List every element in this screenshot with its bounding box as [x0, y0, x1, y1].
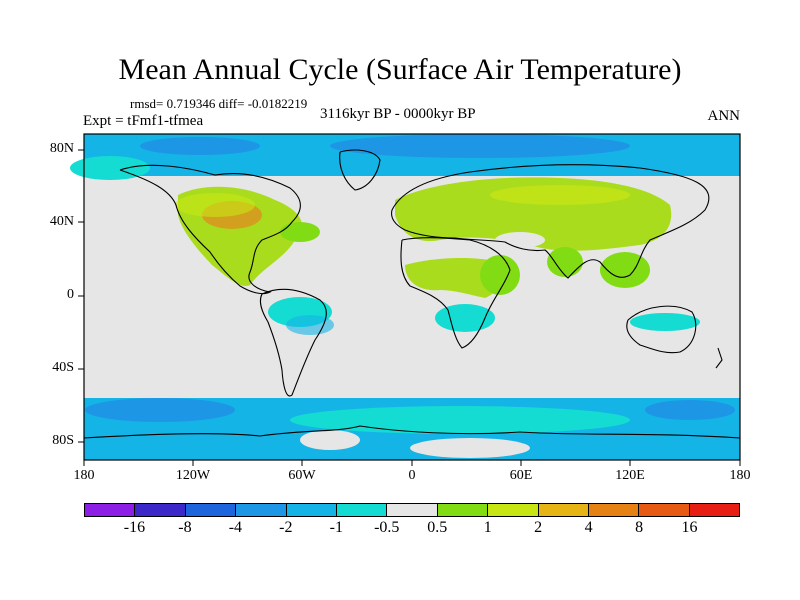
colorbar-swatch: [538, 504, 589, 516]
colorbar-label: -2: [279, 519, 293, 536]
coast-north-america: [119, 164, 301, 295]
india-warm: [547, 247, 583, 277]
coastlines: [83, 149, 741, 439]
colorbar-label: 0.5: [427, 519, 448, 536]
colorbar-swatch: [639, 504, 690, 516]
colorbar-label: -0.5: [374, 519, 400, 536]
australia-teal: [630, 313, 700, 331]
colorbar-label: -4: [228, 519, 243, 536]
africa-warm: [405, 258, 505, 298]
coast-africa: [400, 237, 511, 349]
statistics-label: rmsd= 0.719346 diff= -0.0182219: [130, 96, 308, 111]
lat-label-80s: 80S: [52, 433, 74, 448]
colorbar-label: -1: [329, 519, 343, 536]
lon-label-180-left: 180: [73, 468, 95, 483]
colorbar-swatch: [135, 504, 186, 516]
southeast-asia-warm: [600, 252, 650, 288]
colorbar-label: 2: [534, 519, 543, 536]
south-atlantic-teal: [286, 315, 334, 335]
north-america-mild: [175, 193, 255, 217]
colorbar-label: -8: [178, 519, 192, 536]
colorbar-label: 8: [635, 519, 644, 536]
eurasia-mild: [490, 185, 630, 205]
mediterranean-gray: [495, 232, 545, 248]
lon-label-60w: 60W: [288, 468, 316, 483]
colorbar-label: 1: [483, 519, 492, 536]
arctic-cold-core: [330, 134, 630, 158]
colorbar-label: 4: [584, 519, 593, 536]
period-label: 3116kyr BP - 0000kyr BP: [320, 106, 476, 122]
antarctic-gray-1: [300, 430, 360, 450]
lon-label-0: 0: [408, 468, 416, 483]
lon-label-120w: 120W: [175, 468, 211, 483]
colorbar-swatch: [236, 504, 287, 516]
colorbar-label: 16: [681, 519, 698, 536]
map-title: Mean Annual Cycle (Surface Air Temperatu…: [118, 53, 682, 86]
lat-label-0: 0: [67, 287, 74, 302]
coast-new-zealand: [715, 347, 723, 369]
southern-teal: [290, 406, 630, 434]
colorbar-swatch: [185, 504, 237, 516]
colorbar-swatch: [488, 504, 539, 516]
lat-label-80n: 80N: [49, 141, 74, 156]
arctic-cold-core-2: [140, 137, 260, 155]
southern-africa-teal: [435, 304, 495, 332]
colorbar-label: -16: [123, 519, 146, 536]
season-label: ANN: [707, 108, 741, 124]
lon-label-60e: 60E: [509, 468, 533, 483]
experiment-label: Expt = tFmf1-tfmea: [83, 113, 204, 129]
colorbar-swatch: [437, 504, 489, 516]
antarctic-gray-2: [410, 438, 530, 458]
lon-label-180-right: 180: [729, 468, 751, 483]
coast-antarctica: [83, 425, 741, 439]
coast-south-america: [259, 288, 327, 397]
atlantic-warm-tongue: [280, 222, 320, 242]
colorbar: [84, 503, 740, 517]
coast-greenland: [339, 149, 381, 191]
lat-label-40n: 40N: [49, 214, 74, 229]
colorbar-swatch: [85, 504, 136, 516]
southern-cold-core: [85, 398, 235, 422]
southern-cold-core-2: [645, 400, 735, 420]
lon-label-120e: 120E: [615, 468, 645, 483]
lat-label-40s: 40S: [52, 360, 74, 375]
colorbar-swatch: [689, 504, 740, 516]
colorbar-swatch: [387, 504, 438, 516]
colorbar-swatch: [336, 504, 388, 516]
coast-australia: [626, 305, 697, 354]
axis-ticks: [78, 149, 741, 466]
east-africa-warm: [480, 255, 520, 295]
colorbar-swatch: [286, 504, 337, 516]
colorbar-swatch: [588, 504, 640, 516]
